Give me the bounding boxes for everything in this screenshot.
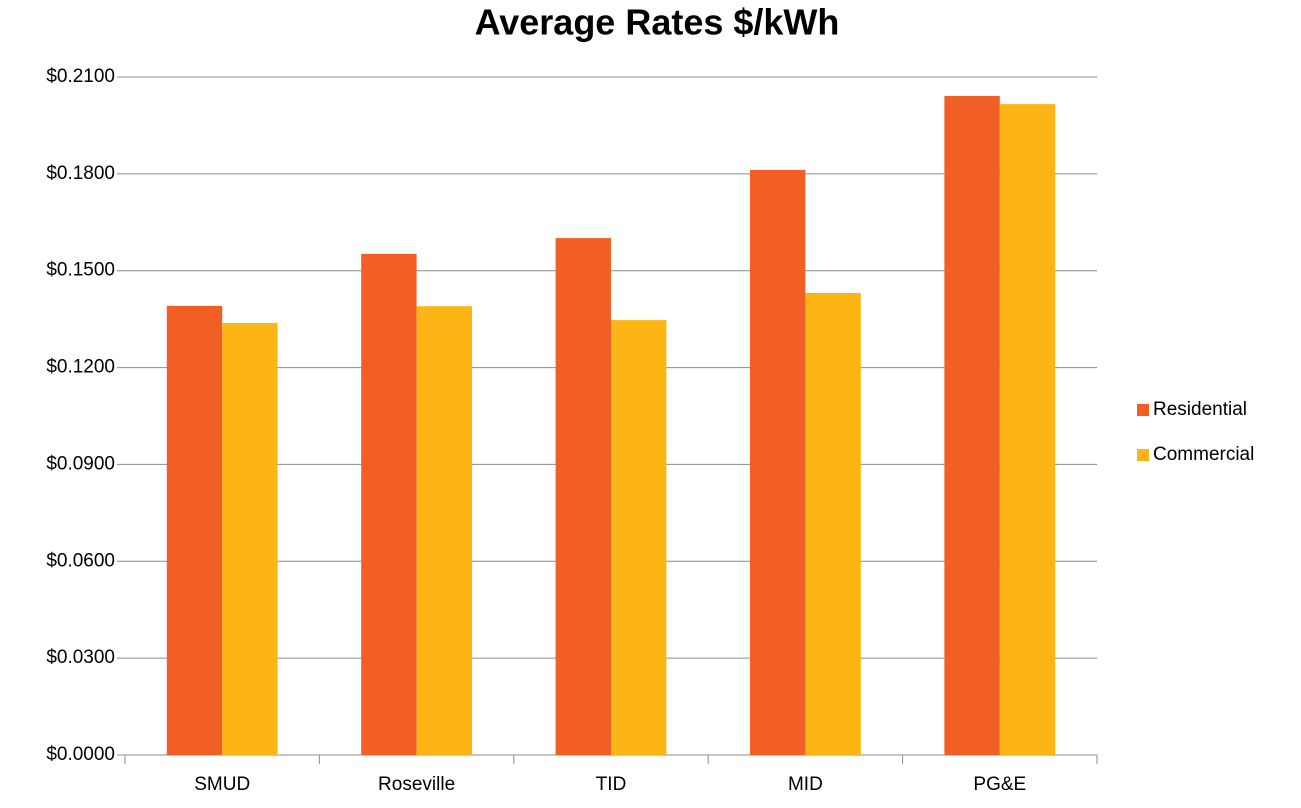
legend-swatch [1137, 449, 1149, 461]
bar [361, 253, 417, 755]
bar [944, 96, 1000, 755]
y-tick-label: $0.1200 [46, 357, 115, 378]
legend-label: Residential [1153, 399, 1247, 420]
x-tick-label: PG&E [973, 774, 1026, 795]
x-tick-label: Roseville [378, 774, 455, 795]
bar [555, 238, 611, 755]
legend-label: Commercial [1153, 444, 1254, 465]
bar [749, 169, 806, 756]
y-tick-label: $0.0300 [46, 647, 115, 668]
bar [222, 323, 278, 755]
y-tick-label: $0.1800 [46, 163, 115, 184]
x-tick-label: SMUD [194, 774, 250, 795]
bar [416, 306, 473, 755]
bar [999, 104, 1056, 756]
chart-title: Average Rates $/kWh [475, 2, 840, 43]
y-tick-label: $0.0900 [46, 453, 115, 474]
x-tick-label: MID [788, 774, 823, 795]
bar [805, 292, 861, 755]
bar [166, 305, 223, 755]
legend-swatch [1137, 404, 1149, 416]
y-tick-label: $0.0000 [46, 744, 115, 765]
y-tick-label: $0.2100 [46, 66, 115, 87]
x-tick-label: TID [596, 774, 627, 795]
y-tick-label: $0.0600 [46, 550, 115, 571]
y-tick-label: $0.1500 [46, 260, 115, 281]
bar [611, 320, 667, 755]
